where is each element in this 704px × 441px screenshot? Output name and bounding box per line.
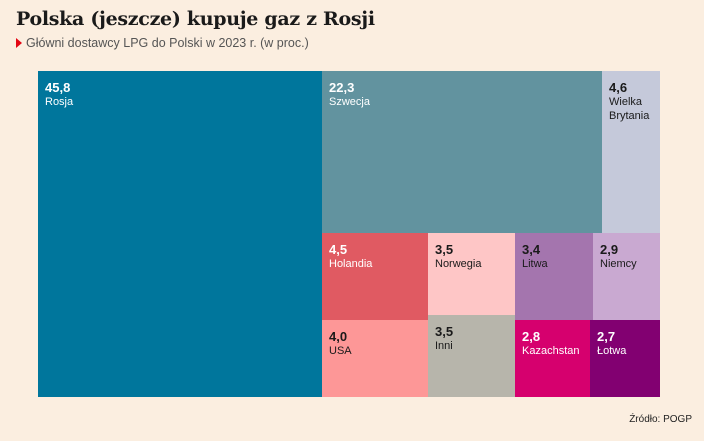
treemap-value-label: 2,7 [597,329,616,344]
treemap-category-label: Szwecja [329,96,370,108]
treemap-value-label: 22,3 [329,80,355,95]
treemap-value-label: 2,9 [600,242,619,257]
treemap-tile-inni: 3,5 Inni [428,315,515,397]
chart-title: Polska (jeszcze) kupuje gaz z Rosji [16,8,375,30]
treemap-value-label: 4,0 [329,329,348,344]
treemap-category-label: Rosja [45,96,74,108]
treemap-value-label: 2,8 [522,329,541,344]
treemap-category-label: USA [329,345,352,357]
treemap-tile-norwegia: 3,5 Norwegia [428,233,515,315]
treemap-tile-litwa: 3,4 Litwa [515,233,593,320]
treemap-value-label: 3,5 [435,324,454,339]
triangle-marker-icon [16,38,22,48]
treemap-tile-wielka-brytania: 4,6 Wielka Brytania [602,71,660,233]
chart-subtitle: Główni dostawcy LPG do Polski w 2023 r. … [16,36,309,50]
treemap-category-label: Kazachstan [522,345,580,357]
treemap-tile-holandia: 4,5 Holandia [322,233,428,320]
source-note: Źródło: POGP [629,414,692,425]
treemap-value-label: 45,8 [45,80,71,95]
treemap-value-label: 4,5 [329,242,348,257]
treemap-category-label: Holandia [329,258,373,270]
treemap-category-label: Wielka Brytania [609,96,650,122]
treemap-tile-kazachstan: 2,8 Kazachstan [515,320,590,397]
treemap-tile-szwecja: 22,3 Szwecja [322,71,602,233]
treemap-tile-usa: 4,0 USA [322,320,428,397]
treemap-category-label: Norwegia [435,258,482,270]
treemap-category-label: Litwa [522,258,548,270]
treemap-tile-lotwa: 2,7 Łotwa [590,320,660,397]
treemap-tile-niemcy: 2,9 Niemcy [593,233,660,320]
treemap-tile-rosja: 45,8 Rosja [38,71,322,397]
treemap-value-label: 3,5 [435,242,454,257]
treemap-value-label: 4,6 [609,80,628,95]
treemap-value-label: 3,4 [522,242,541,257]
treemap-category-label: Niemcy [600,258,637,270]
treemap-category-label: Łotwa [597,345,627,357]
chart-subtitle-text: Główni dostawcy LPG do Polski w 2023 r. … [26,36,309,50]
treemap-category-label: Inni [435,340,453,352]
